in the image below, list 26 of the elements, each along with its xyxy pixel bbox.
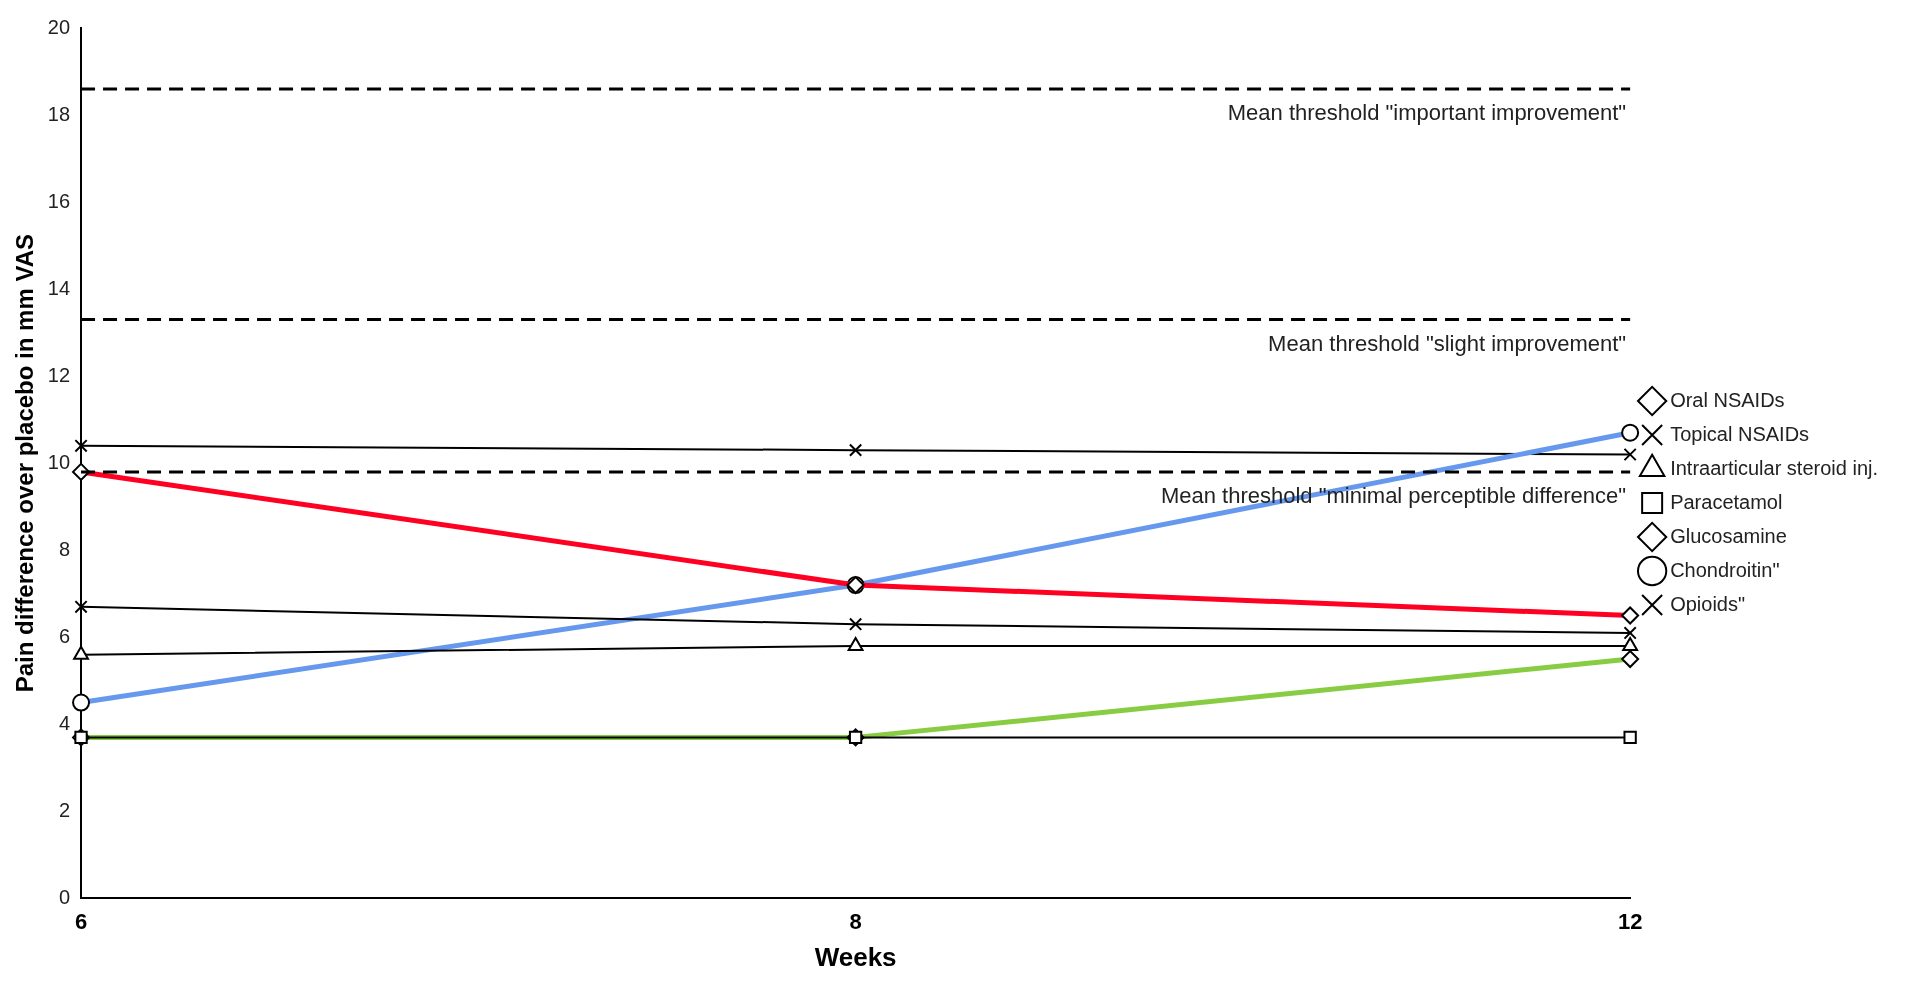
y-tick-label: 18	[47, 102, 71, 125]
y-tick-label: 6	[58, 624, 71, 647]
legend-label: Topical NSAIDs	[1670, 422, 1810, 445]
x-tick-label: 12	[1617, 908, 1643, 934]
x-axis-title: Weeks	[814, 941, 897, 972]
y-tick-label: 12	[47, 363, 71, 386]
legend-label: Oral NSAIDs	[1670, 388, 1785, 411]
y-tick-label: 10	[47, 450, 71, 473]
legend-label: Opioids"	[1670, 592, 1746, 615]
y-tick-label: 14	[47, 276, 71, 299]
y-tick-label: 4	[58, 711, 71, 734]
ref-line-label: Mean threshold "minimal perceptible difference"	[1160, 482, 1627, 508]
ref-line-label: Mean threshold "important improvement"	[1227, 99, 1627, 125]
y-tick-label: 8	[58, 537, 71, 560]
y-tick-label: 20	[47, 15, 71, 38]
ref-line-label: Mean threshold "slight improvement"	[1268, 330, 1627, 356]
y-axis-title: Pain difference over placebo in mm VAS	[11, 234, 39, 693]
x-tick-label: 8	[849, 908, 862, 934]
legend-label: Chondroitin"	[1670, 558, 1780, 581]
y-tick-label: 16	[47, 189, 71, 212]
y-tick-label: 2	[58, 798, 71, 821]
x-tick-label: 6	[74, 908, 88, 934]
legend-label: Paracetamol	[1670, 490, 1783, 513]
legend-label: Glucosamine	[1670, 524, 1787, 547]
y-tick-label: 0	[58, 885, 71, 908]
legend-label: Intraarticular steroid inj.	[1670, 456, 1879, 479]
